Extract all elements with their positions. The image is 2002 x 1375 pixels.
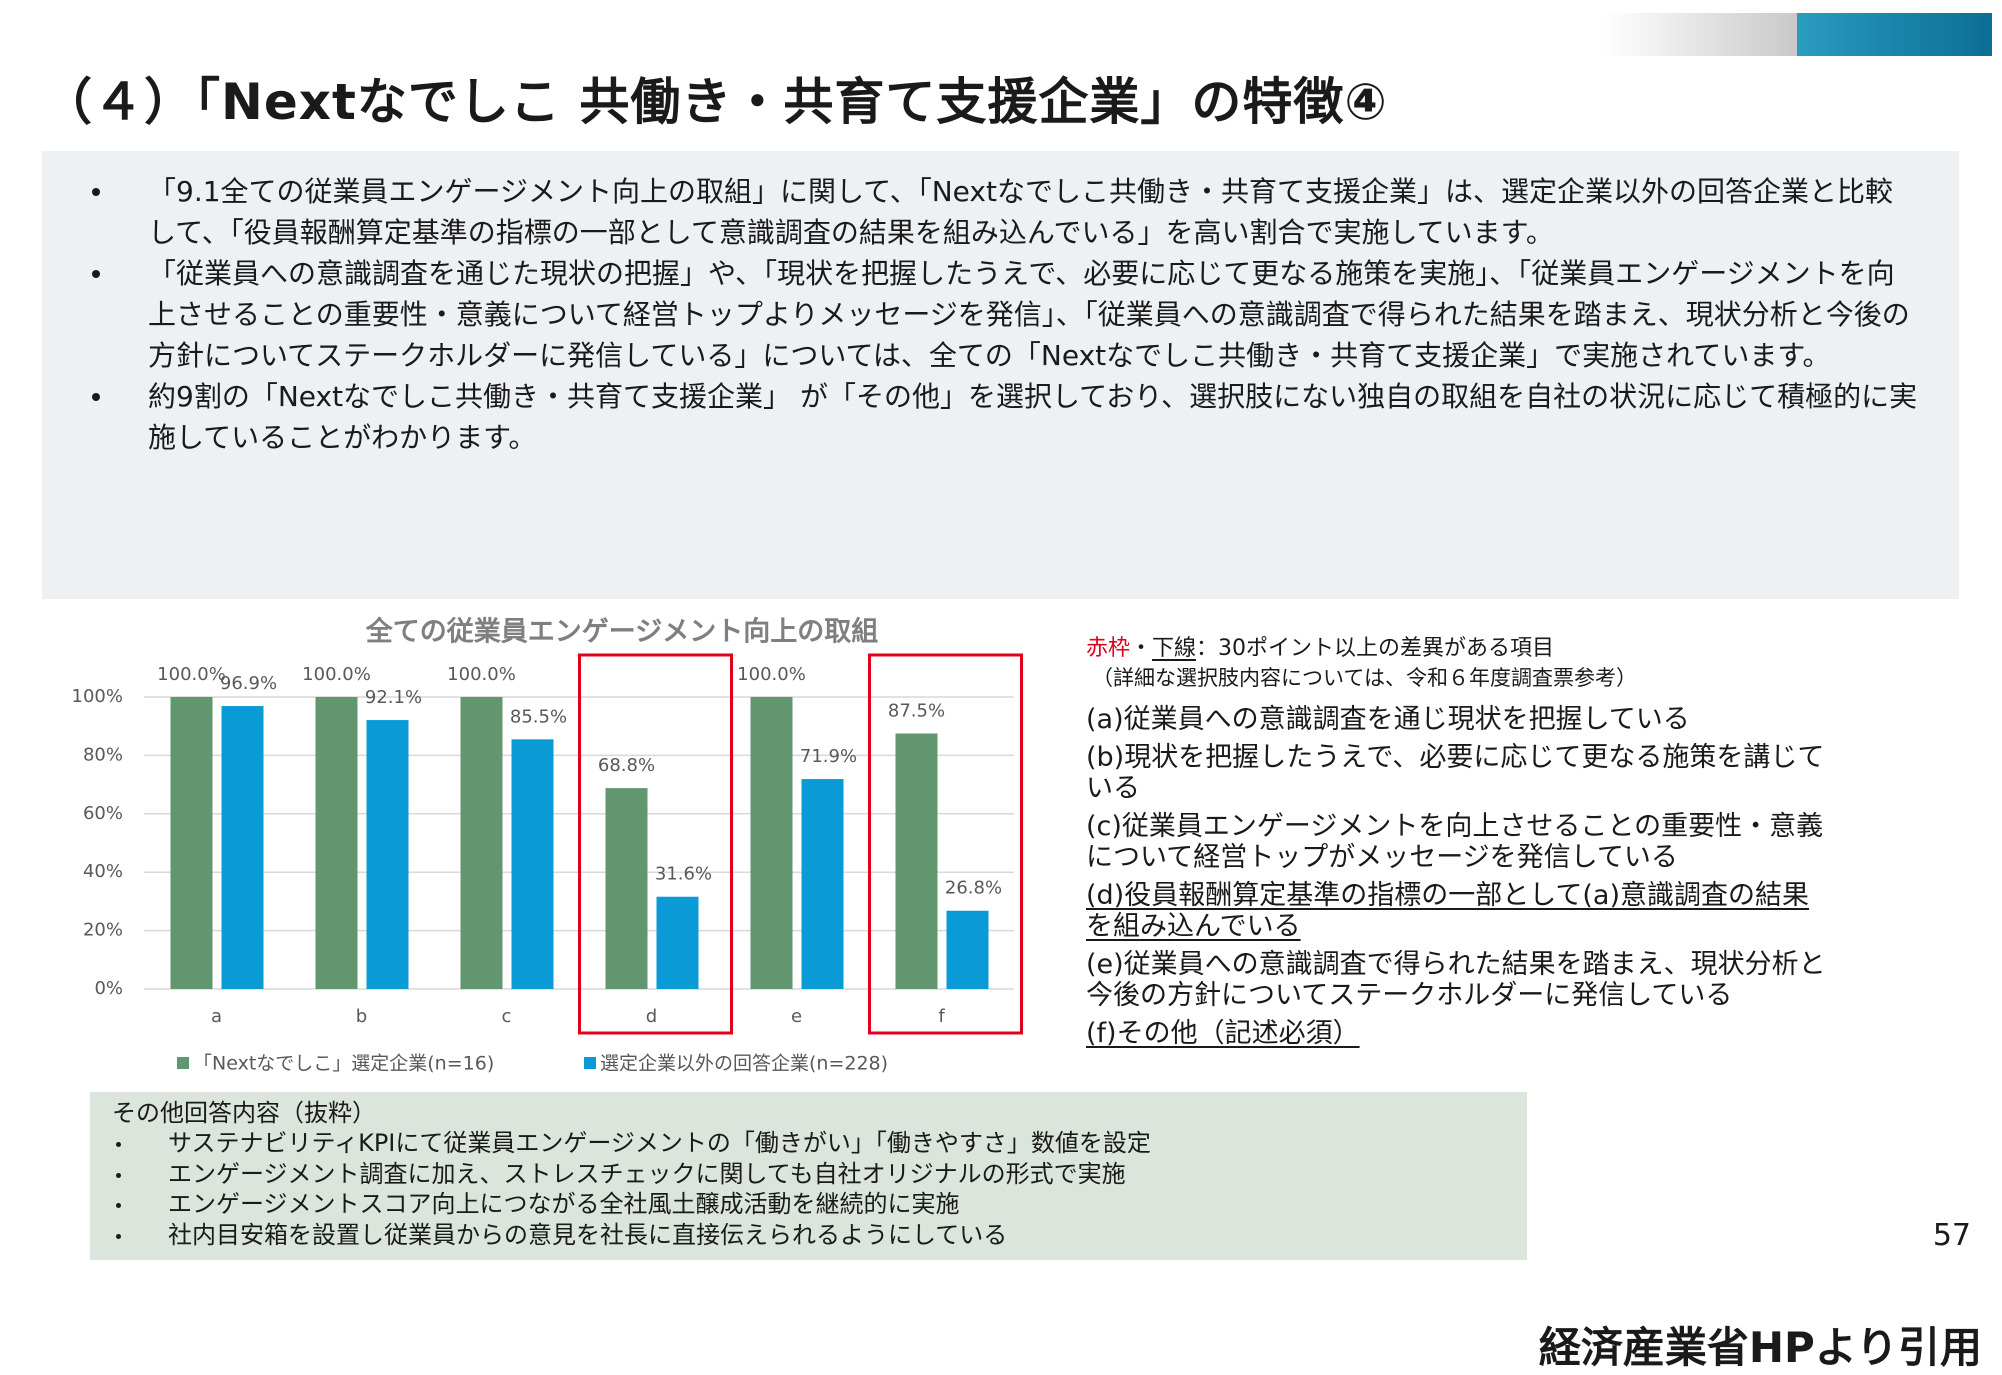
highlight-box: [868, 653, 1023, 1035]
bar: [801, 779, 844, 989]
summary-box: 「9.1全ての従業員エンゲージメント向上の取組」に関して、「Nextなでしこ共働…: [42, 151, 1959, 599]
value-label: 92.1%: [365, 687, 422, 708]
chart-title: 全ての従業員エンゲージメント向上の取組: [365, 616, 878, 648]
value-label: 71.9%: [800, 746, 857, 767]
note-item: (e)従業員への意識調査で得られた結果を踏まえ、現状分析と今後の方針についてステ…: [1086, 949, 1826, 1011]
y-tick-label: 80%: [83, 744, 123, 765]
note-item-text: (c)従業員エンゲージメントを向上させることの重要性・意義について経営トップがメ…: [1086, 811, 1824, 873]
bar: [315, 697, 358, 989]
x-tick-label: e: [791, 1006, 802, 1027]
value-label: 85.5%: [510, 706, 567, 727]
summary-bullet: 「9.1全ての従業員エンゲージメント向上の取組」に関して、「Nextなでしこ共働…: [42, 171, 1918, 253]
note-legend: 赤枠・下線：30ポイント以上の差異がある項目: [1086, 634, 1846, 664]
other-list: サステナビリティKPIにて従業員エンゲージメントの「働きがい」「働きやすさ」数値…: [90, 1128, 1527, 1250]
summary-bullet: 「従業員への意識調査を通じた現状の把握」や、「現状を把握したうえで、必要に応じて…: [42, 253, 1918, 376]
note-rest: ：30ポイント以上の差異がある項目: [1196, 636, 1555, 661]
source-note: 経済産業省HPより引用: [1538, 1323, 1982, 1372]
decor-bar: [1797, 13, 1992, 56]
highlight-box: [578, 653, 733, 1035]
note-item-text: (b)現状を把握したうえで、必要に応じて更なる施策を講じている: [1086, 742, 1825, 804]
other-bullet: エンゲージメントスコア向上につながる全社風土醸成活動を継続的に実施: [90, 1189, 1527, 1220]
note-sep: ・: [1130, 636, 1153, 661]
note-item: (d)役員報酬算定基準の指標の一部として(a)意識調査の結果を組み込んでいる: [1086, 880, 1826, 942]
note-underline: 下線: [1152, 636, 1197, 661]
value-label: 100.0%: [737, 664, 806, 685]
summary-bullet: 約9割の「Nextなでしこ共働き・共育て支援企業」 が「その他」を選択しており、…: [42, 376, 1918, 458]
y-tick-label: 60%: [83, 803, 123, 824]
decor-bar: [1604, 13, 1797, 56]
x-tick-label: f: [938, 1006, 945, 1027]
note-items: (a)従業員への意識調査を通じ現状を把握している (b)現状を把握したうえで、必要…: [1086, 704, 1846, 1049]
value-label: 100.0%: [157, 664, 226, 685]
other-bullet: エンゲージメント調査に加え、ストレスチェックに関しても自社オリジナルの形式で実施: [90, 1159, 1527, 1190]
other-bullet: サステナビリティKPIにて従業員エンゲージメントの「働きがい」「働きやすさ」数値…: [90, 1128, 1527, 1159]
bar: [750, 697, 793, 989]
summary-list: 「9.1全ての従業員エンゲージメント向上の取組」に関して、「Nextなでしこ共働…: [42, 151, 1959, 458]
value-label: 100.0%: [447, 664, 516, 685]
note-item-text: (f)その他（記述必須）: [1086, 1018, 1360, 1049]
value-label: 100.0%: [302, 664, 371, 685]
legend-label: 選定企業以外の回答企業(n=228): [600, 1053, 888, 1075]
note-item-text: (d)役員報酬算定基準の指標の一部として(a)意識調査の結果を組み込んでいる: [1086, 880, 1810, 942]
chart-notes: 赤枠・下線：30ポイント以上の差異がある項目 （詳細な選択肢内容については、令和…: [1086, 634, 1846, 1056]
other-answers-box: その他回答内容（抜粋） サステナビリティKPIにて従業員エンゲージメントの「働き…: [90, 1092, 1527, 1260]
x-tick-label: b: [356, 1006, 367, 1027]
x-tick-label: a: [211, 1006, 222, 1027]
y-tick-label: 0%: [94, 978, 123, 999]
note-item: (b)現状を把握したうえで、必要に応じて更なる施策を講じている: [1086, 742, 1826, 804]
value-label: 68.8%: [598, 755, 655, 776]
note-item-text: (a)従業員への意識調査を通じ現状を把握している: [1086, 704, 1690, 735]
y-tick-label: 20%: [83, 920, 123, 941]
bar: [895, 733, 938, 989]
other-title: その他回答内容（抜粋）: [112, 1099, 376, 1127]
value-label: 96.9%: [220, 673, 277, 694]
bar: [605, 788, 648, 989]
page-title: （４）「Nextなでしこ 共働き・共育て支援企業」の特徴④: [42, 73, 1388, 131]
value-label: 31.6%: [655, 864, 712, 885]
legend-label: 「Nextなでしこ」選定企業(n=16): [193, 1053, 494, 1075]
x-tick-label: d: [646, 1006, 657, 1027]
bar: [511, 739, 554, 989]
bar: [460, 697, 503, 989]
bar: [946, 910, 989, 989]
page-number: 57: [1932, 1218, 1971, 1253]
y-tick-label: 100%: [72, 686, 123, 707]
x-tick-label: c: [502, 1006, 512, 1027]
note-item: (f)その他（記述必須）: [1086, 1018, 1826, 1049]
y-tick-label: 40%: [83, 861, 123, 882]
bar: [170, 697, 213, 989]
value-label: 87.5%: [888, 701, 945, 722]
header-decoration: [1604, 13, 1992, 56]
note-reference: （詳細な選択肢内容については、令和６年度調査票参考）: [1092, 666, 1637, 690]
chart: 全ての従業員エンゲージメント向上の取組 0% 20% 40% 60% 80% 100% a 10…: [72, 616, 1023, 1075]
note-red: 赤枠: [1086, 636, 1131, 661]
other-bullet: 社内目安箱を設置し従業員からの意見を社長に直接伝えられるようにしている: [90, 1220, 1527, 1251]
bar: [221, 706, 264, 989]
legend-swatch: [584, 1057, 596, 1069]
bar: [656, 896, 699, 989]
value-label: 26.8%: [945, 878, 1002, 899]
note-item: (c)従業員エンゲージメントを向上させることの重要性・意義について経営トップがメ…: [1086, 811, 1826, 873]
note-item-text: (e)従業員への意識調査で得られた結果を踏まえ、現状分析と今後の方針についてステ…: [1086, 949, 1826, 1011]
legend-swatch: [177, 1057, 189, 1069]
bar: [366, 720, 409, 989]
note-item: (a)従業員への意識調査を通じ現状を把握している: [1086, 704, 1826, 735]
